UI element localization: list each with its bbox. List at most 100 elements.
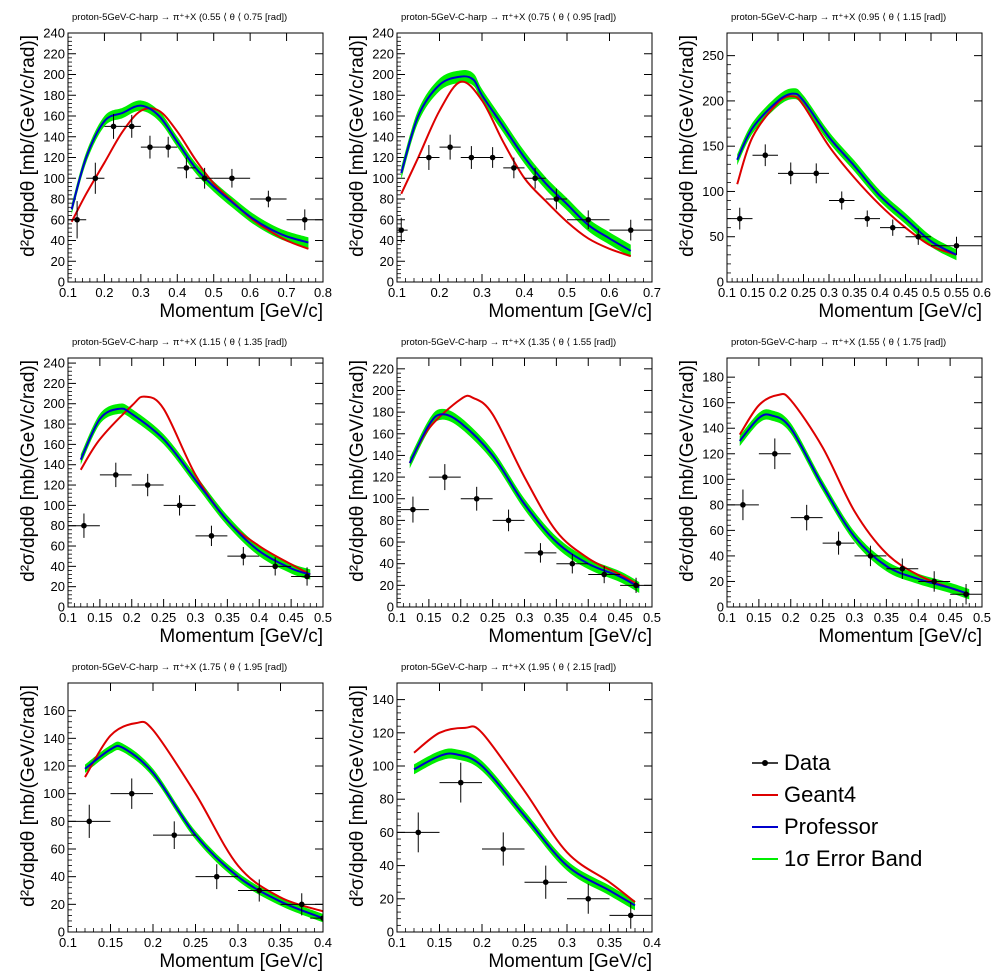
plot-area [727,88,982,261]
data-point [838,197,845,204]
y-tick-label: 220 [43,46,65,61]
y-tick-label: 180 [372,405,394,420]
y-tick-label: 80 [51,814,65,829]
y-tick-label: 60 [380,535,394,550]
data-point [963,591,969,598]
x-tick-label: 0.1 [718,285,736,300]
error-band [85,741,323,923]
data-point [147,144,153,150]
data-point [171,832,178,838]
y-tick-label: 120 [702,446,724,461]
data-point [320,915,323,921]
x-tick-label: 0.2 [769,285,787,300]
data-point [585,216,592,223]
professor-curve [79,407,311,576]
y-tick-label: 100 [372,759,394,774]
x-tick-label: 0.15 [427,935,452,950]
y-tick-label: 200 [43,67,65,82]
x-tick-label: 0.25 [183,935,208,950]
plot-panel-1: proton-5GeV-C-harp → π⁺+X (0.55 ⟨ θ ⟨ 0.… [18,12,332,322]
professor-curve [738,413,970,596]
x-tick-label: 0.4 [909,610,927,625]
y-axis-label: d²σ/dpdθ [mb/(GeV/c/rad)] [18,685,39,907]
x-axis-label: Momentum [GeV/c] [818,301,982,322]
y-tick-label: 160 [372,109,394,124]
data-point [144,482,151,488]
x-tick-label: 0.45 [278,610,303,625]
legend-entry-geant4: Geant4 [752,782,856,807]
x-tick-label: 0.3 [473,285,491,300]
y-tick-label: 50 [710,229,724,244]
x-tick-label: 0.35 [268,935,293,950]
plot-panel-2: proton-5GeV-C-harp → π⁺+X (0.75 ⟨ θ ⟨ 0.… [347,12,661,322]
y-axis-label: d²σ/dpdθ [mb/(GeV/c/rad)] [347,360,368,582]
data-point [899,565,906,572]
y-tick-label: 140 [43,457,65,472]
y-tick-label: 140 [372,129,394,144]
x-tick-label: 0.35 [842,285,867,300]
professor-curve [413,752,636,907]
y-tick-label: 150 [702,139,724,154]
x-tick-label: 0.15 [740,285,765,300]
error-band [739,409,970,600]
y-tick-label: 40 [51,559,65,574]
data-point [110,123,117,130]
plot-frame [726,357,983,608]
data-point [165,144,171,150]
x-tick-label: 0.4 [314,935,332,950]
x-axis-label: Momentum [GeV/c] [818,626,982,647]
plot-title: proton-5GeV-C-harp → π⁺+X (1.95 ⟨ θ ⟨ 2.… [401,662,616,673]
y-tick-label: 0 [387,925,394,940]
data-point [772,450,778,457]
error-band [737,88,957,261]
data-point [537,550,544,556]
y-tick-label: 250 [702,48,724,63]
data-point [113,472,119,478]
y-tick-label: 120 [372,470,394,485]
data-point [447,144,453,150]
x-tick-label: 0.25 [810,610,835,625]
y-tick-label: 100 [43,171,65,186]
legend-label-data: Data [784,750,831,775]
data-point [473,495,480,502]
data-point [208,533,215,539]
x-tick-label: 0.15 [746,610,771,625]
x-tick-label: 0.5 [643,610,661,625]
data-point [553,196,560,202]
x-tick-label: 0.1 [59,610,77,625]
error-band [414,748,635,911]
data-point [601,571,607,578]
data-point [500,846,507,852]
x-tick-label: 0.35 [874,610,899,625]
data-point [426,154,432,161]
data-point [931,578,937,585]
x-tick-label: 0.25 [791,285,816,300]
x-tick-label: 0.35 [544,610,569,625]
y-tick-label: 220 [372,361,394,376]
data-point [398,227,405,233]
x-axis-label: Momentum [GeV/c] [488,951,652,972]
legend-box [740,738,976,876]
data-point [183,165,190,171]
plot-title: proton-5GeV-C-harp → π⁺+X (0.55 ⟨ θ ⟨ 0.… [72,12,287,23]
x-tick-label: 0.15 [98,935,123,950]
x-tick-label: 0.6 [973,285,991,300]
y-tick-label: 60 [51,539,65,554]
professor-curve [84,744,323,920]
plot-area [68,100,323,250]
y-tick-label: 100 [702,184,724,199]
x-tick-label: 0.25 [480,610,505,625]
y-tick-label: 20 [710,574,724,589]
x-tick-label: 0.4 [250,610,268,625]
x-axis-label: Momentum [GeV/c] [159,301,323,322]
y-tick-label: 200 [372,67,394,82]
y-tick-label: 120 [43,759,65,774]
y-axis-label: d²σ/dpdθ [mb/(GeV/c/rad)] [18,35,39,257]
x-tick-label: 0.5 [973,610,991,625]
data-point [468,154,475,161]
x-tick-label: 0.4 [515,285,533,300]
x-tick-label: 0.3 [558,935,576,950]
legend-entry-professor: Professor [752,814,878,839]
geant4-curve [84,720,323,913]
plot-panel-4: proton-5GeV-C-harp → π⁺+X (1.15 ⟨ θ ⟨ 1.… [18,337,332,647]
